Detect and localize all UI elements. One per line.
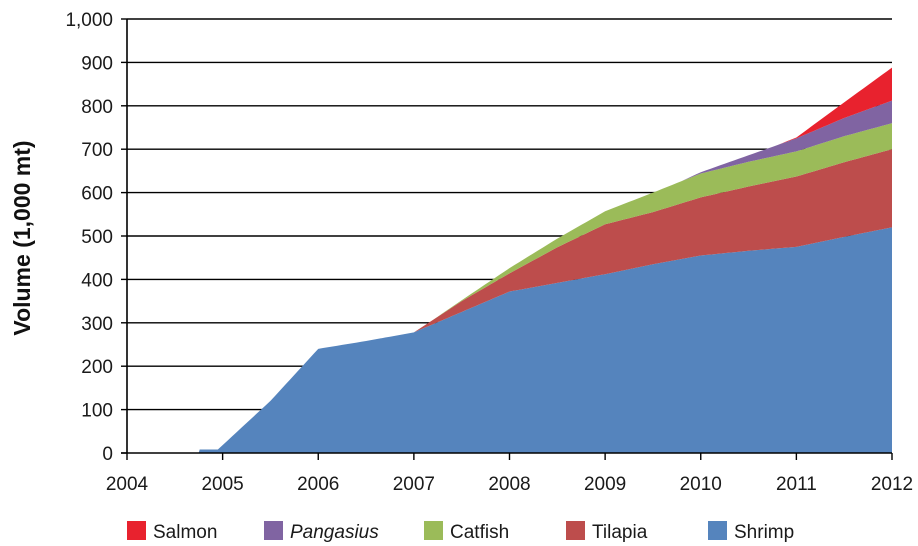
legend: Salmon Pangasius Catfish Tilapia Shrimp <box>127 521 794 543</box>
series-areas <box>198 67 892 453</box>
area-tilapia <box>198 149 892 453</box>
y-tick-label: 100 <box>81 401 113 422</box>
y-tick-label: 1,000 <box>65 10 113 31</box>
legend-label: Shrimp <box>734 522 794 543</box>
x-tick-label: 2004 <box>106 474 149 495</box>
gridlines <box>127 18 892 411</box>
legend-label: Salmon <box>153 522 217 543</box>
legend-swatch <box>264 521 283 540</box>
y-axis-ticks: 0 100 200 300 400 500 600 700 800 900 1,000 <box>65 10 127 465</box>
y-tick-label: 300 <box>81 314 113 335</box>
legend-item-tilapia: Tilapia <box>566 521 648 543</box>
x-tick-label: 2007 <box>393 474 435 495</box>
legend-swatch <box>708 521 727 540</box>
y-tick-label: 700 <box>81 140 113 161</box>
x-tick-label: 2010 <box>680 474 722 495</box>
area-shrimp <box>198 227 892 453</box>
legend-item-pangasius: Pangasius <box>264 521 379 543</box>
legend-item-catfish: Catfish <box>424 521 509 543</box>
legend-swatch <box>424 521 443 540</box>
x-tick-label: 2009 <box>584 474 626 495</box>
y-tick-label: 0 <box>102 444 113 465</box>
legend-label: Catfish <box>450 522 509 543</box>
x-tick-label: 2008 <box>488 474 530 495</box>
x-axis-ticks: 2004 2005 2006 2007 2008 2009 2010 2011 2012 <box>106 453 913 495</box>
x-tick-label: 2005 <box>201 474 243 495</box>
y-tick-label: 900 <box>81 53 113 74</box>
y-tick-label: 600 <box>81 184 113 205</box>
y-tick-label: 800 <box>81 97 113 118</box>
legend-swatch <box>127 521 146 540</box>
x-tick-label: 2011 <box>776 474 817 495</box>
area-catfish <box>198 123 892 453</box>
x-tick-label: 2012 <box>871 474 913 495</box>
y-axis-label: Volume (1,000 mt) <box>9 140 35 335</box>
legend-swatch <box>566 521 585 540</box>
legend-label: Tilapia <box>592 522 648 543</box>
y-tick-label: 400 <box>81 270 113 291</box>
x-tick-label: 2006 <box>297 474 339 495</box>
y-tick-label: 500 <box>81 227 113 248</box>
legend-item-shrimp: Shrimp <box>708 521 794 543</box>
area-pangasius <box>198 100 892 453</box>
legend-label: Pangasius <box>290 522 379 543</box>
y-tick-label: 200 <box>81 357 113 378</box>
legend-item-salmon: Salmon <box>127 521 217 543</box>
